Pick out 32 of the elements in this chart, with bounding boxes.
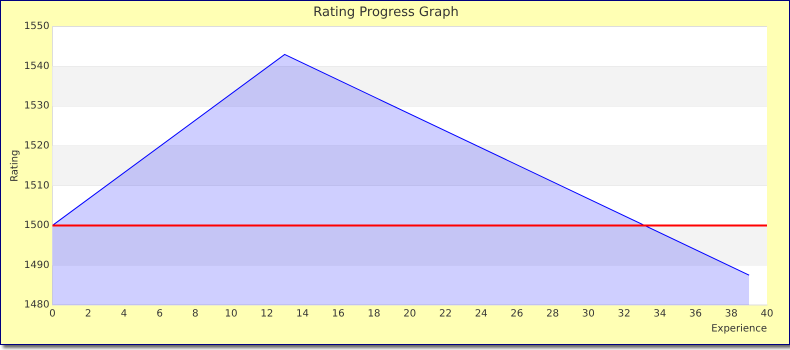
x-tick-label: 26	[510, 308, 524, 320]
x-tick-label: 40	[760, 308, 774, 320]
y-axis-title: Rating	[10, 150, 21, 182]
y-tick-label: 1520	[24, 140, 50, 152]
x-tick-label: 14	[296, 308, 309, 320]
chart-title: Rating Progress Graph	[313, 5, 459, 20]
y-tick-label: 1530	[24, 100, 50, 112]
x-tick-label: 34	[653, 308, 666, 320]
x-tick-label: 38	[724, 308, 738, 320]
y-tick-label: 1550	[24, 21, 50, 32]
x-tick-label: 22	[439, 308, 452, 320]
y-tick-label: 1490	[24, 260, 50, 271]
x-tick-label: 2	[84, 308, 92, 320]
y-tick-label: 1510	[24, 180, 50, 192]
x-tick-label: 36	[689, 308, 702, 320]
x-tick-label: 30	[582, 308, 595, 320]
x-tick-label: 20	[403, 308, 416, 320]
y-tick-label: 1480	[24, 300, 50, 311]
x-tick-label: 32	[618, 308, 630, 320]
y-tick-label: 1540	[24, 60, 50, 72]
x-tick-label: 0	[49, 308, 56, 320]
x-tick-label: 18	[368, 308, 380, 320]
x-tick-label: 8	[192, 308, 199, 320]
x-tick-label: 12	[260, 308, 274, 320]
x-tick-label: 4	[120, 308, 128, 320]
y-tick-label: 1500	[24, 220, 50, 232]
x-axis-title: Experience	[711, 324, 767, 335]
x-tick-label: 24	[474, 308, 488, 320]
x-tick-label: 28	[546, 308, 559, 320]
x-tick-label: 10	[224, 308, 238, 320]
x-tick-label: 6	[156, 308, 163, 320]
x-tick-label: 16	[332, 308, 345, 320]
